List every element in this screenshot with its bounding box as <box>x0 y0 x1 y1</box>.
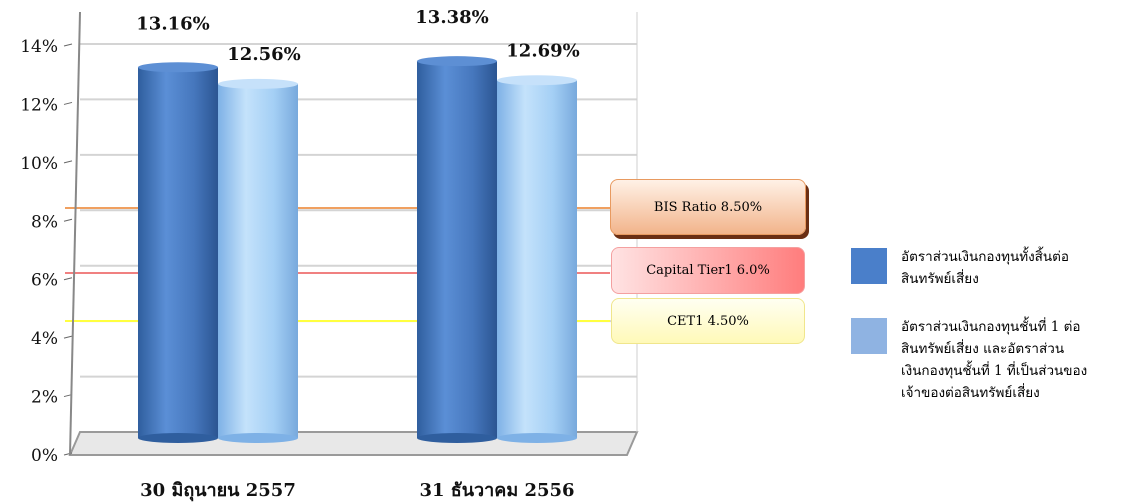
y-tick-mark <box>63 335 73 339</box>
legend-line: สินทรัพย์เสี่ยง และอัตราส่วน <box>901 341 1065 357</box>
data-label: 12.69% <box>506 40 579 61</box>
legend-swatch-tier1 <box>851 318 887 354</box>
y-tick-mark <box>63 160 73 164</box>
y-tick-label: 6% <box>31 271 58 291</box>
data-labels: 13.16% 12.56% 13.38% 12.69% <box>136 7 579 65</box>
bar-cap <box>138 62 218 73</box>
reference-line-label: CET1 4.50% <box>611 298 805 344</box>
reference-line-label: BIS Ratio 8.50% <box>610 179 806 235</box>
bar-cap <box>497 75 577 86</box>
bars <box>138 56 577 443</box>
reference-line-label: Capital Tier1 6.0% <box>611 247 805 294</box>
y-tick-mark <box>63 218 73 222</box>
legend: อัตราส่วนเงินกองทุนทั้งสิ้นต่อ สินทรัพย์… <box>851 246 1121 430</box>
bar-base <box>218 433 298 443</box>
y-tick-label: 4% <box>31 329 58 349</box>
axes: 0% 2% 4% 6% 8% 10% 12% 14% 30 มิถุนายน 2557 31 ธั… <box>20 11 575 502</box>
y-tick-label: 2% <box>31 388 58 408</box>
bar-base <box>497 433 577 443</box>
bar <box>497 80 577 438</box>
bar-base <box>417 433 497 443</box>
legend-line: เงินกองทุนชั้นที่ 1 ที่เป็นส่วนของ <box>901 363 1088 379</box>
legend-item-tier1: อัตราส่วนเงินกองทุนชั้นที่ 1 ต่อ สินทรัพ… <box>851 316 1121 404</box>
bar-cap <box>417 56 497 67</box>
legend-line: เจ้าของต่อสินทรัพย์เสี่ยง <box>901 385 1040 401</box>
y-tick-mark <box>63 277 73 281</box>
y-tick-label: 12% <box>20 95 58 115</box>
bar <box>417 61 497 438</box>
y-tick-mark <box>63 101 73 105</box>
x-category-label: 31 ธันวาคม 2556 <box>419 480 574 501</box>
bar <box>218 83 298 438</box>
y-tick-label: 8% <box>31 212 58 232</box>
bar-cap <box>218 78 298 89</box>
y-tick-mark <box>63 43 73 47</box>
legend-label-tier1: อัตราส่วนเงินกองทุนชั้นที่ 1 ต่อ สินทรัพ… <box>901 316 1087 404</box>
legend-item-total-capital: อัตราส่วนเงินกองทุนทั้งสิ้นต่อ สินทรัพย์… <box>851 246 1121 290</box>
x-category-label: 30 มิถุนายน 2557 <box>140 480 296 502</box>
data-label: 13.16% <box>136 13 209 34</box>
legend-label-total-capital: อัตราส่วนเงินกองทุนทั้งสิ้นต่อ สินทรัพย์… <box>901 246 1069 290</box>
y-tick-label: 10% <box>20 154 58 174</box>
y-tick-label: 0% <box>31 446 58 466</box>
bar-base <box>138 433 218 443</box>
legend-line: อัตราส่วนเงินกองทุนทั้งสิ้นต่อ <box>901 249 1070 265</box>
bar <box>138 67 218 438</box>
y-axis-line <box>69 11 81 456</box>
legend-swatch-total-capital <box>851 248 887 284</box>
data-label: 13.38% <box>415 7 488 28</box>
legend-line: อัตราส่วนเงินกองทุนชั้นที่ 1 ต่อ <box>901 319 1081 335</box>
y-tick-label: 14% <box>20 37 58 57</box>
data-label: 12.56% <box>227 44 300 65</box>
legend-line: สินทรัพย์เสี่ยง <box>901 271 979 287</box>
